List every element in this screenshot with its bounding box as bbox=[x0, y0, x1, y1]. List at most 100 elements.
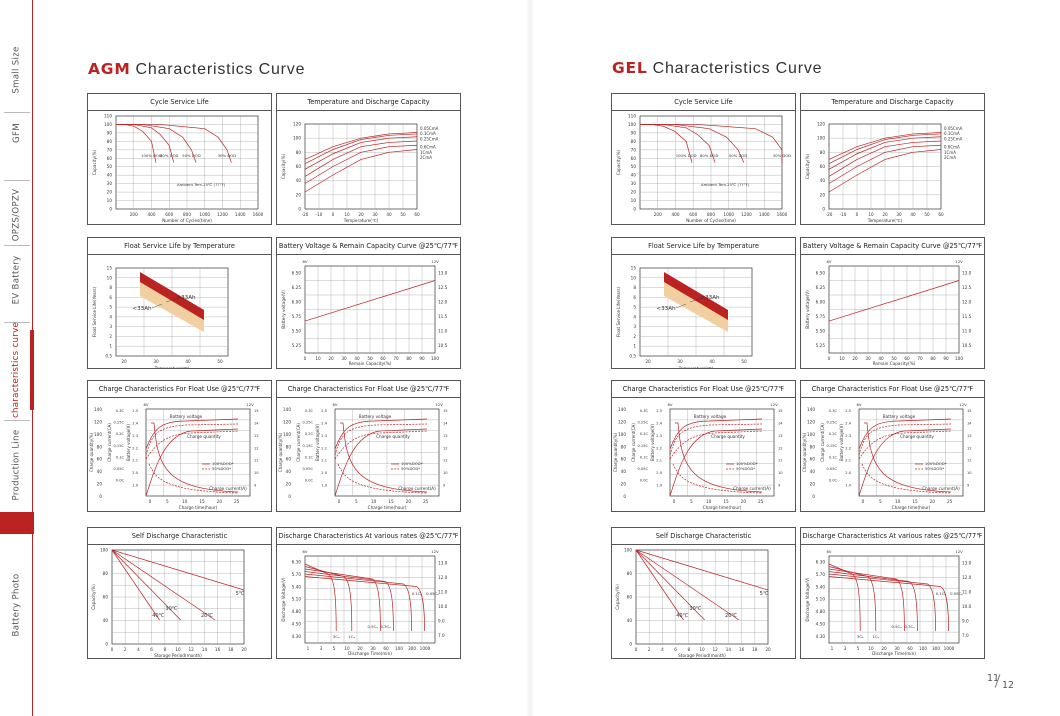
tick-label: 60 bbox=[907, 646, 913, 651]
series-line bbox=[635, 549, 769, 591]
tick-label: 11.0 bbox=[438, 329, 448, 334]
current-curve-dashed bbox=[672, 463, 763, 494]
tick-label: 5.40 bbox=[816, 584, 826, 589]
tick-label: 15 bbox=[723, 499, 729, 504]
tick-label: 2.4 bbox=[656, 421, 662, 425]
tick-label: 0 bbox=[812, 494, 815, 499]
legend-label: 50%DOD* bbox=[925, 466, 944, 471]
series-label: 1CmA bbox=[944, 150, 956, 155]
tick-label: 80 bbox=[97, 444, 103, 449]
tick-label: 120 bbox=[94, 419, 102, 424]
tick-label: 200 bbox=[654, 212, 662, 217]
y-axis-label: Discharge Voltage(V) bbox=[805, 577, 810, 622]
x-axis-label: Temperature(℃) bbox=[678, 366, 714, 368]
x-axis-label: Remain Capacity(%) bbox=[873, 361, 916, 366]
tick-label: 0 bbox=[298, 207, 301, 212]
tick-label: 140 bbox=[807, 407, 815, 412]
tick-label: 90 bbox=[419, 356, 425, 361]
tick-label: 90 bbox=[107, 130, 113, 135]
tick-label: 10 bbox=[371, 499, 377, 504]
tick-label: 25 bbox=[234, 499, 240, 504]
gel-panel-charge-characteristics-a: Charge Characteristics For Float Use @25… bbox=[611, 380, 796, 512]
sidebar-item-opzs-opzv[interactable]: OPZS/OPZV bbox=[11, 188, 22, 242]
tick-label: 8 bbox=[163, 647, 166, 652]
tick-label: 1.9 bbox=[656, 484, 662, 488]
page-current: 11 bbox=[987, 673, 1000, 684]
tick-label: 4 bbox=[109, 314, 112, 319]
tick-label: 60 bbox=[97, 457, 103, 462]
series-label: 30℃ bbox=[165, 606, 177, 612]
tick-label: 1400 bbox=[759, 212, 770, 217]
chart-svg: 0 10 20 30 40 50 60 70 80 90 100 110 200 400 600 800 100… bbox=[616, 114, 791, 224]
tick-label: 60 bbox=[286, 457, 292, 462]
x-axis-label: Charge time(hour) bbox=[892, 505, 931, 510]
tick-label: 2.3 bbox=[132, 434, 138, 438]
tick-label: 5.75 bbox=[816, 314, 826, 319]
tick-label: 2.5 bbox=[321, 409, 327, 413]
legend-label: 100%DOD* bbox=[401, 461, 423, 466]
agm-panel-voltage-remain-capacity: Battery Voltage & Remain Capacity Curve … bbox=[276, 237, 461, 369]
series-line bbox=[304, 573, 412, 632]
series-label: Charge quantity bbox=[711, 434, 745, 439]
tick-label: 100 bbox=[919, 646, 927, 651]
series-label: 1CmA bbox=[420, 150, 432, 155]
sidebar-item-small-size[interactable]: Small Size bbox=[11, 46, 22, 94]
unit-label: 6V bbox=[856, 402, 861, 407]
tick-label: 40 bbox=[621, 469, 627, 474]
tick-label: 1 bbox=[307, 646, 310, 651]
tick-label: 20 bbox=[631, 190, 637, 195]
tick-label: 7.0 bbox=[438, 633, 445, 638]
series-label: 5℃ bbox=[236, 591, 245, 597]
charge-quantity-curve-dashed bbox=[145, 430, 239, 460]
tick-label: 60 bbox=[107, 156, 113, 161]
tick-label: 100 bbox=[628, 122, 636, 127]
tick-label: 0.2C bbox=[305, 432, 314, 436]
tick-label: 0 bbox=[673, 499, 676, 504]
tick-label: 13.0 bbox=[962, 561, 972, 566]
current-curve bbox=[151, 422, 239, 493]
series-line bbox=[828, 144, 942, 184]
tick-label: -20 bbox=[826, 212, 833, 217]
sidebar-item-gfm[interactable]: GFM bbox=[11, 122, 22, 143]
series-line bbox=[111, 549, 245, 591]
tick-label: 0.15C bbox=[826, 444, 837, 448]
sidebar-item-characteristics-curve[interactable]: characteristics curve bbox=[11, 321, 22, 419]
sidebar-item-production-line[interactable]: Production Line bbox=[11, 429, 22, 501]
charge-quantity-curve-dashed bbox=[334, 430, 428, 460]
tick-label: 5.70 bbox=[292, 572, 302, 577]
voltage-curve bbox=[669, 418, 763, 450]
tick-label: 6 bbox=[150, 647, 153, 652]
tick-label: 10 bbox=[175, 647, 181, 652]
tick-label: 2.2 bbox=[656, 446, 662, 450]
series-label: 0.5Cₐ bbox=[892, 624, 903, 629]
sidebar-divider bbox=[4, 420, 30, 421]
tick-label: 2 bbox=[648, 647, 651, 652]
tick-label: 5.25 bbox=[292, 343, 302, 348]
chart-svg: 6V 12V1401201008060402000.3C0.25C0.2C0.15… bbox=[613, 402, 783, 510]
panel-title: Battery Voltage & Remain Capacity Curve … bbox=[801, 238, 984, 255]
tick-label: 5.75 bbox=[292, 314, 302, 319]
sidebar-item-battery-photo[interactable]: Battery Photo bbox=[11, 573, 22, 637]
tick-label: 13 bbox=[778, 434, 783, 438]
y-axis-label: Capacity(%) bbox=[616, 149, 621, 175]
area-label: <33Ah bbox=[656, 306, 676, 312]
tick-label: 0 bbox=[633, 207, 636, 212]
tick-label: 60 bbox=[383, 646, 389, 651]
series-line bbox=[304, 144, 418, 184]
unit-label: 12V bbox=[770, 402, 778, 407]
tick-label: 600 bbox=[165, 212, 173, 217]
series-label: 0.25CmA bbox=[944, 136, 963, 141]
tick-label: 0 bbox=[99, 494, 102, 499]
tick-label: 12.5 bbox=[962, 285, 972, 290]
tick-label: 6.50 bbox=[816, 271, 826, 276]
tick-label: 2.0 bbox=[321, 471, 327, 475]
tick-label: 15 bbox=[631, 266, 637, 271]
tick-label: 100 bbox=[395, 646, 403, 651]
series-label: 5℃ bbox=[760, 591, 769, 597]
y-axis-label: Capacity(%) bbox=[805, 153, 810, 179]
sidebar-item-ev-battery[interactable]: EV Battery bbox=[11, 255, 22, 305]
tick-label: 13.0 bbox=[962, 271, 972, 276]
grid bbox=[828, 265, 960, 354]
tick-label: 0 bbox=[623, 494, 626, 499]
tick-label: 60 bbox=[380, 356, 386, 361]
